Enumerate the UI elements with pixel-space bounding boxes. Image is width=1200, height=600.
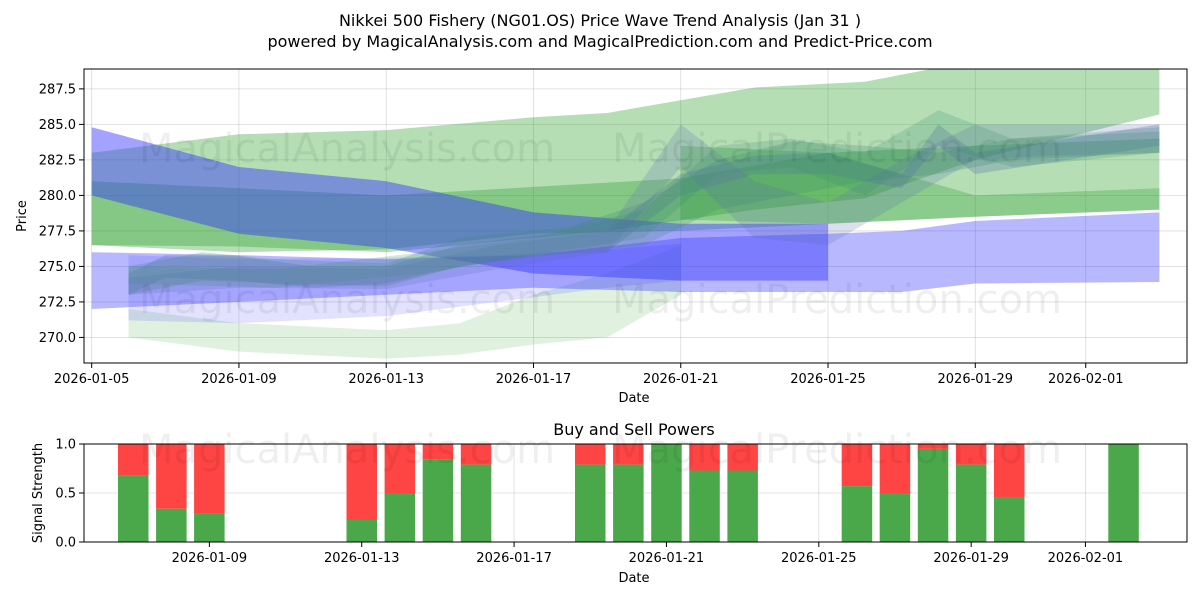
sell-bar bbox=[917, 444, 949, 449]
buy-bar bbox=[1108, 444, 1139, 542]
buy-sell-x-tick-label: 2026-01-09 bbox=[172, 551, 248, 566]
buy-sell-watermarks: MagicalAnalysis.com MagicalPrediction.co… bbox=[139, 427, 1062, 473]
buy-bar bbox=[156, 508, 187, 542]
sell-bar bbox=[575, 444, 606, 465]
chart-subtitle: powered by MagicalAnalysis.com and Magic… bbox=[267, 32, 932, 51]
price-y-tick-label: 280.0 bbox=[39, 189, 76, 204]
wave-2 bbox=[128, 131, 1160, 295]
green-band-low bbox=[128, 245, 681, 359]
buy-bar bbox=[841, 486, 873, 542]
buy-sell-y-axis-label: Signal Strength bbox=[31, 443, 46, 543]
watermark-prediction-middle: MagicalPrediction.com bbox=[612, 277, 1062, 323]
buy-bar bbox=[384, 493, 416, 542]
price-x-tick-label: 2026-01-21 bbox=[643, 372, 719, 387]
buy-bar bbox=[613, 464, 644, 542]
price-watermarks: MagicalAnalysis.com MagicalPrediction.co… bbox=[139, 126, 1062, 323]
sell-bar bbox=[955, 444, 987, 465]
buy-sell-x-tick-label: 2026-02-01 bbox=[1048, 551, 1124, 566]
watermark-prediction-top: MagicalPrediction.com bbox=[612, 126, 1062, 172]
price-x-axis: 2026-01-05 2026-01-09 2026-01-13 2026-01-17… bbox=[54, 363, 1124, 387]
sell-bar bbox=[156, 444, 187, 509]
buy-sell-chart: Buy and Sell Powers MagicalAnalysis.com … bbox=[31, 420, 1188, 586]
price-x-tick-label: 2026-01-05 bbox=[54, 372, 130, 387]
buy-sell-bars bbox=[118, 444, 1139, 542]
blue-band-upper bbox=[91, 127, 828, 281]
buy-bar bbox=[575, 464, 606, 542]
buy-bar bbox=[917, 448, 949, 542]
buy-bar bbox=[955, 464, 987, 542]
buy-bar bbox=[422, 459, 454, 542]
sell-bar bbox=[346, 444, 377, 520]
wave-4 bbox=[128, 110, 1160, 288]
price-grid bbox=[84, 69, 1187, 363]
price-plot-frame bbox=[83, 68, 1188, 364]
sell-bar bbox=[689, 444, 720, 471]
price-y-tick-label: 270.0 bbox=[39, 331, 76, 346]
buy-sell-y-tick-label: 0.0 bbox=[55, 536, 76, 551]
wave-3 bbox=[128, 124, 1160, 295]
buy-bar bbox=[879, 493, 911, 542]
blue-band-pale bbox=[128, 243, 681, 324]
buy-sell-y-tick-label: 0.5 bbox=[55, 487, 76, 502]
sell-bar bbox=[194, 444, 225, 514]
buy-sell-x-tick-label: 2026-01-29 bbox=[933, 551, 1009, 566]
price-y-tick-label: 285.0 bbox=[39, 118, 76, 133]
buy-sell-x-tick-label: 2026-01-21 bbox=[629, 551, 705, 566]
sell-bar bbox=[727, 444, 758, 471]
price-x-tick-label: 2026-01-09 bbox=[201, 372, 277, 387]
buy-sell-x-tick-label: 2026-01-17 bbox=[476, 551, 552, 566]
price-x-tick-label: 2026-01-17 bbox=[496, 372, 572, 387]
sell-bar bbox=[613, 444, 644, 465]
watermark-analysis-bottom: MagicalAnalysis.com bbox=[139, 427, 555, 473]
buy-bar bbox=[651, 444, 682, 542]
sell-bar bbox=[118, 444, 149, 476]
price-y-tick-label: 282.5 bbox=[39, 153, 76, 168]
sell-bar bbox=[384, 444, 416, 493]
price-plot-background bbox=[84, 69, 1187, 363]
wave-1 bbox=[128, 124, 1160, 295]
buy-bar bbox=[194, 513, 225, 542]
sell-bar bbox=[422, 444, 454, 460]
price-chart: MagicalAnalysis.com MagicalPrediction.co… bbox=[15, 68, 1188, 406]
sell-bar bbox=[879, 444, 911, 493]
price-y-tick-label: 287.5 bbox=[39, 82, 76, 97]
sell-bar bbox=[460, 444, 492, 465]
price-bands bbox=[91, 69, 1160, 359]
price-y-axis-label: Price bbox=[15, 200, 30, 232]
buy-sell-y-axis: 0.0 0.5 1.0 bbox=[55, 438, 84, 551]
buy-bar bbox=[994, 497, 1025, 542]
price-x-tick-label: 2026-02-01 bbox=[1048, 372, 1124, 387]
buy-bar bbox=[689, 470, 720, 542]
buy-sell-x-axis-label: Date bbox=[618, 571, 649, 586]
watermark-analysis-middle: MagicalAnalysis.com bbox=[139, 277, 555, 323]
buy-sell-y-tick-label: 1.0 bbox=[55, 438, 76, 453]
sell-bar bbox=[841, 444, 873, 487]
price-x-axis-label: Date bbox=[618, 391, 649, 406]
buy-sell-title: Buy and Sell Powers bbox=[553, 420, 715, 439]
green-band-middle bbox=[91, 138, 1160, 253]
blue-band-lower bbox=[91, 212, 1160, 309]
price-x-tick-label: 2026-01-25 bbox=[790, 372, 866, 387]
green-band-upper-wide bbox=[91, 69, 1160, 253]
buy-sell-x-axis: 2026-01-09 2026-01-13 2026-01-17 2026-01-21… bbox=[172, 542, 1124, 566]
price-y-tick-label: 277.5 bbox=[39, 224, 76, 239]
buy-sell-x-tick-label: 2026-01-13 bbox=[324, 551, 400, 566]
price-y-tick-label: 275.0 bbox=[39, 260, 76, 275]
buy-bar bbox=[118, 475, 149, 542]
buy-bar bbox=[346, 519, 377, 542]
price-y-tick-label: 272.5 bbox=[39, 295, 76, 310]
buy-bar bbox=[727, 470, 758, 542]
price-x-tick-label: 2026-01-29 bbox=[938, 372, 1014, 387]
chart-title: Nikkei 500 Fishery (NG01.OS) Price Wave … bbox=[339, 11, 861, 30]
buy-bar bbox=[460, 464, 492, 542]
price-x-tick-label: 2026-01-13 bbox=[348, 372, 424, 387]
watermark-analysis-top: MagicalAnalysis.com bbox=[139, 126, 555, 172]
green-band-lower-right bbox=[680, 145, 1160, 224]
buy-sell-x-tick-label: 2026-01-25 bbox=[781, 551, 857, 566]
watermark-prediction-bottom: MagicalPrediction.com bbox=[612, 427, 1062, 473]
price-y-axis: 270.0 272.5 275.0 277.5 280.0 282.5 285.0 287.5 bbox=[39, 82, 84, 346]
sell-bar bbox=[994, 444, 1025, 498]
